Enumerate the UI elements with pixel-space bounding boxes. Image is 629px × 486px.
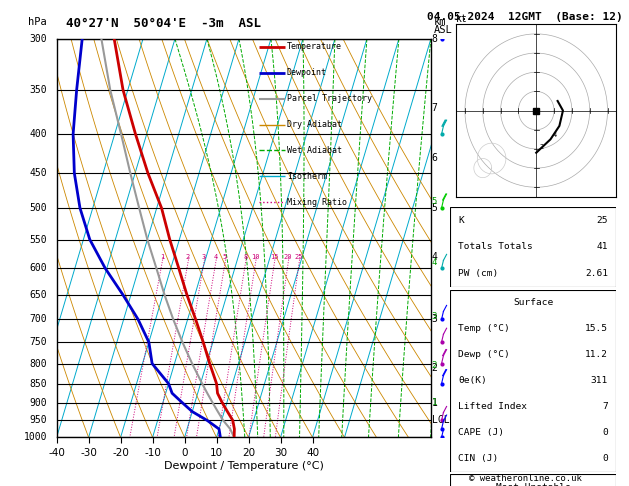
Text: 5: 5 [223,254,227,260]
Text: CAPE (J): CAPE (J) [458,428,504,437]
Text: 950: 950 [30,416,47,425]
Text: 20: 20 [284,254,292,260]
Text: 25: 25 [596,215,608,225]
Text: 3: 3 [431,312,437,321]
Text: 2.61: 2.61 [585,269,608,278]
Text: Dewp (°C): Dewp (°C) [458,350,510,359]
Text: 2: 2 [540,144,544,150]
Text: 3: 3 [202,254,206,260]
Text: 400: 400 [30,129,47,139]
Text: Totals Totals: Totals Totals [458,243,533,251]
Text: 0: 0 [603,428,608,437]
Text: 8: 8 [243,254,248,260]
Text: Mixing Ratio: Mixing Ratio [287,198,347,207]
Text: 550: 550 [30,235,47,244]
Text: 5: 5 [431,197,437,206]
Text: 700: 700 [30,314,47,324]
Text: ASL: ASL [434,25,453,35]
Text: 300: 300 [30,34,47,44]
Text: km: km [434,17,447,27]
Text: Dry Adiabat: Dry Adiabat [287,120,342,129]
Text: 25: 25 [295,254,303,260]
Text: Lifted Index: Lifted Index [458,402,527,411]
Text: 11.2: 11.2 [585,350,608,359]
Text: 3: 3 [431,314,438,324]
Text: 7: 7 [603,402,608,411]
Text: 2: 2 [431,363,438,373]
Text: 750: 750 [30,337,47,347]
Text: K: K [458,215,464,225]
Text: Surface: Surface [513,298,553,307]
Text: 04.05.2024  12GMT  (Base: 12): 04.05.2024 12GMT (Base: 12) [427,12,623,22]
Text: Temperature: Temperature [287,42,342,52]
Text: Dewpoint: Dewpoint [287,68,327,77]
Text: 450: 450 [30,168,47,178]
Text: 6: 6 [431,153,438,163]
Text: 1: 1 [431,398,438,408]
Text: 800: 800 [30,359,47,368]
Text: θe(K): θe(K) [458,376,487,385]
Text: © weatheronline.co.uk: © weatheronline.co.uk [469,474,582,483]
Text: 4: 4 [431,258,437,267]
Text: LCL: LCL [431,416,449,425]
X-axis label: Dewpoint / Temperature (°C): Dewpoint / Temperature (°C) [164,461,324,470]
Text: 8: 8 [431,34,438,44]
Text: 1: 1 [431,398,437,407]
Text: 40°27'N  50°04'E  -3m  ASL: 40°27'N 50°04'E -3m ASL [66,17,261,30]
Text: 500: 500 [30,203,47,213]
Text: 2: 2 [431,361,437,370]
Text: 311: 311 [591,376,608,385]
Text: 7: 7 [431,104,438,113]
Text: 41: 41 [596,243,608,251]
Text: Wet Adiabat: Wet Adiabat [287,146,342,155]
Text: 10: 10 [252,254,260,260]
Text: Temp (°C): Temp (°C) [458,324,510,333]
Text: 15.5: 15.5 [585,324,608,333]
Text: hPa: hPa [28,17,47,27]
Text: 0: 0 [603,454,608,463]
Text: 1000: 1000 [24,433,47,442]
Text: 5: 5 [431,203,438,213]
Text: kt: kt [456,14,468,24]
Text: 850: 850 [30,379,47,389]
Text: PW (cm): PW (cm) [458,269,498,278]
Text: 4: 4 [431,252,438,262]
Text: Parcel Trajectory: Parcel Trajectory [287,94,372,103]
Text: 1: 1 [160,254,164,260]
Text: 4: 4 [214,254,218,260]
Text: CIN (J): CIN (J) [458,454,498,463]
Text: 4: 4 [552,132,557,139]
Text: 900: 900 [30,398,47,408]
Text: 350: 350 [30,85,47,95]
Text: 2: 2 [186,254,190,260]
Text: Most Unstable: Most Unstable [496,483,571,486]
Text: 15: 15 [270,254,279,260]
Text: 600: 600 [30,263,47,273]
Text: 650: 650 [30,290,47,300]
Text: Isotherm: Isotherm [287,172,327,181]
